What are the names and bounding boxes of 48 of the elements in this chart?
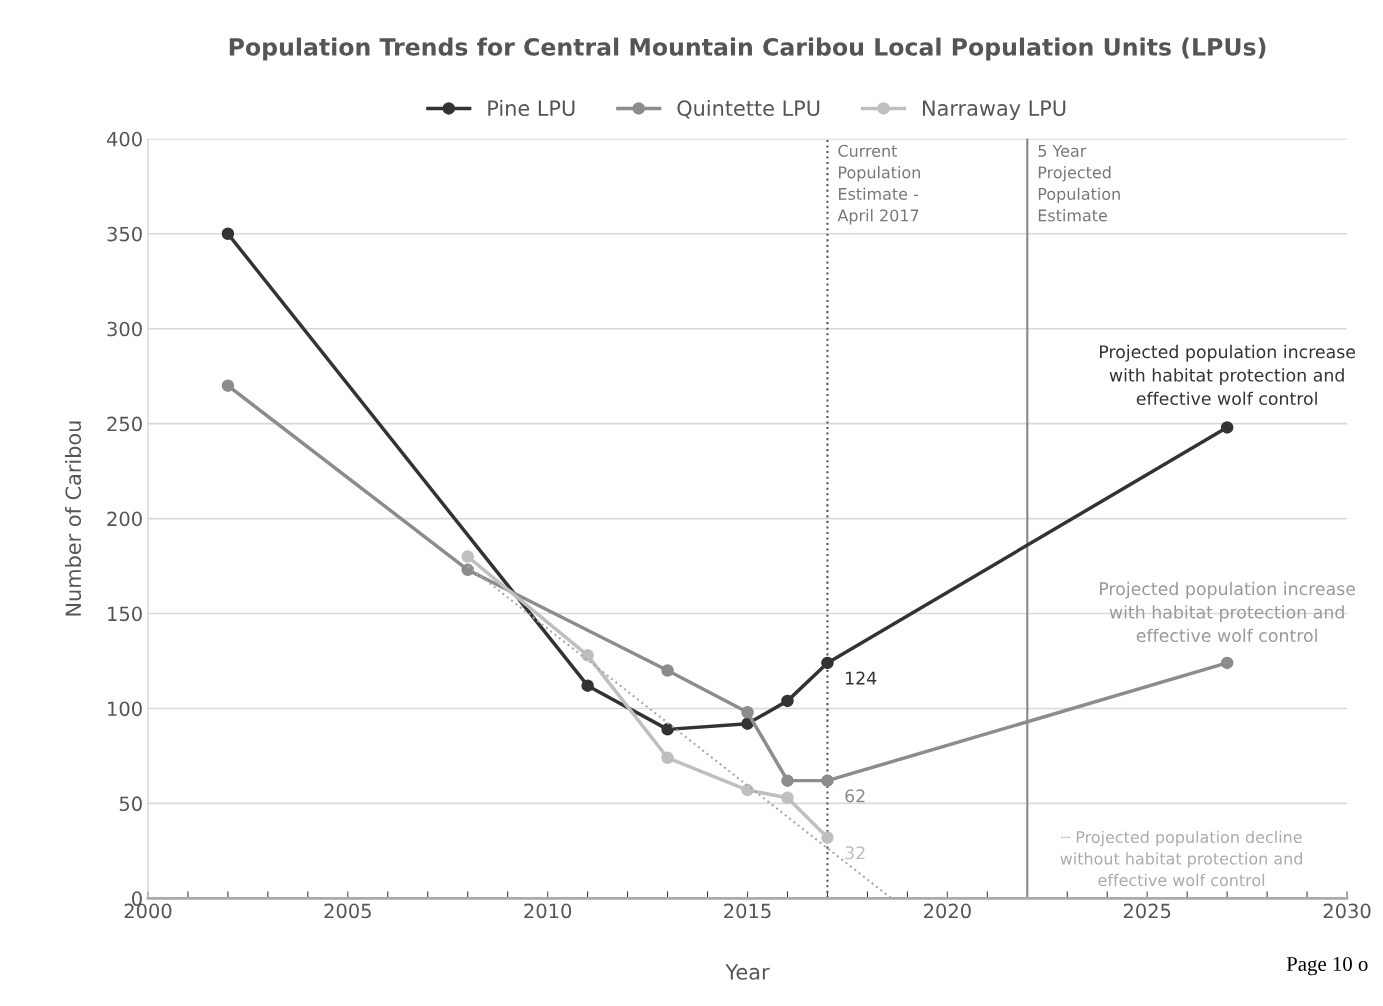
point <box>1220 421 1234 434</box>
point <box>461 550 474 563</box>
chart-title: Population Trends for Central Mountain Caribou Local Population Units (LPUs) <box>229 37 1266 61</box>
point <box>821 656 834 670</box>
annotation: ┈ Projected population decline without habitat protection and effective wolf control <box>1060 830 1302 887</box>
point <box>781 774 794 787</box>
point <box>461 563 474 577</box>
annotation: Projected population increase with habitat protection and effective wolf control <box>1100 344 1356 406</box>
y-axis-title: Number of Caribou <box>65 421 82 616</box>
x-tick-label: 2015 <box>724 903 771 919</box>
annotation: Projected population increase with habitat protection and effective wolf control <box>1100 581 1356 643</box>
x-axis-title: Year <box>725 964 770 980</box>
point <box>741 783 754 797</box>
point <box>821 774 834 787</box>
legend-label: Quintette LPU <box>677 99 820 119</box>
point <box>661 751 674 765</box>
x-tick-label: 2020 <box>924 903 971 919</box>
point <box>741 706 754 719</box>
x-tick-label: 2030 <box>1323 903 1371 919</box>
y-tick-label: 300 <box>107 321 142 337</box>
y-tick-label: 350 <box>107 226 142 242</box>
y-tick-label: 250 <box>107 416 142 432</box>
y-tick-label: 50 <box>119 796 142 812</box>
text: Page 10 o <box>1286 956 1368 976</box>
ref-line-label: 5 Year Projected Population Estimate <box>1038 145 1120 222</box>
point <box>781 791 794 804</box>
point <box>581 679 594 692</box>
data-label: 62 <box>845 789 865 803</box>
point <box>661 723 674 736</box>
x-tick-label: 2010 <box>524 903 572 919</box>
y-tick-label: 100 <box>108 701 142 717</box>
data-label: 124 <box>846 671 877 685</box>
y-tick-label: 150 <box>108 606 142 622</box>
point <box>221 227 235 241</box>
legend-label: Pine LPU <box>488 99 575 117</box>
data-label: 32 <box>845 846 865 860</box>
point <box>821 831 834 844</box>
point <box>781 694 794 708</box>
x-tick-label: 2005 <box>324 903 371 919</box>
point <box>221 379 235 392</box>
point <box>581 649 594 662</box>
legend-label: Narraway LPU <box>923 100 1066 121</box>
ref-line-label: Current Population Estimate - April 2017 <box>837 144 920 225</box>
y-tick-label: 200 <box>107 511 142 527</box>
x-tick-label: 2025 <box>1123 903 1171 919</box>
y-tick-label: 400 <box>106 131 142 147</box>
point <box>1220 656 1234 670</box>
point <box>661 664 674 677</box>
